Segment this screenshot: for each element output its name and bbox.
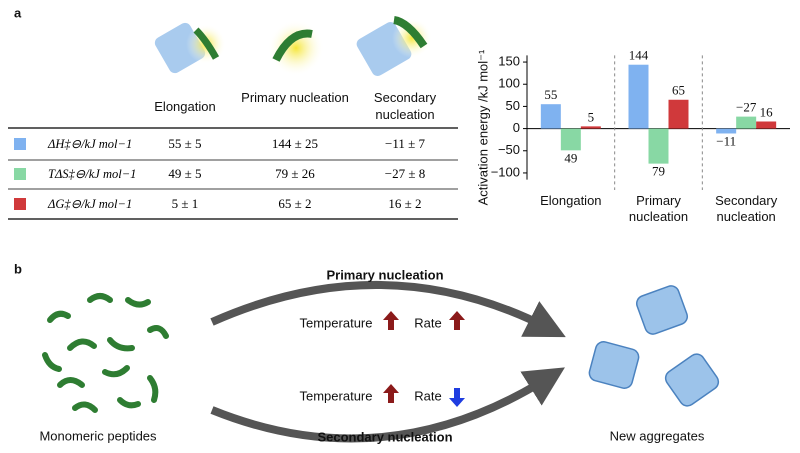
table-cell: 55 ± 5 (168, 136, 202, 151)
row-label: TΔS‡⊖/kJ mol−1 (48, 167, 137, 181)
aggregates (588, 285, 720, 407)
row-label: ΔG‡⊖/kJ mol−1 (48, 197, 133, 211)
legend-swatch (14, 168, 26, 180)
pathway-label: Primary nucleation (326, 267, 443, 282)
panel-label: a (14, 5, 22, 20)
row-label: ΔH‡⊖/kJ mol−1 (48, 137, 133, 151)
y-tick-label: 0 (513, 120, 520, 135)
caption: Monomeric peptides (39, 428, 157, 443)
bar-chart: −100 −50 0 50 100 150 Activation energy /kJ mo… (475, 48, 790, 205)
table-cell: 5 ± 1 (171, 196, 199, 211)
monomers (42, 293, 169, 413)
legend-swatch (14, 198, 26, 210)
up-arrow (383, 384, 399, 403)
x-tick-label: Primary nucleation (628, 193, 689, 224)
column-header: Elongation (154, 99, 216, 114)
response-label: Rate (414, 315, 441, 330)
value-label: 5 (588, 109, 595, 124)
table-cell: −27 ± 8 (384, 166, 426, 181)
bar (560, 128, 581, 151)
column-header: Primary nucleation (241, 90, 349, 105)
up-arrow (449, 311, 465, 330)
value-label: 49 (564, 150, 577, 165)
table-cell: 16 ± 2 (388, 196, 422, 211)
table-cell: 79 ± 26 (275, 166, 315, 181)
table-cell: 65 ± 2 (278, 196, 312, 211)
illustration (154, 16, 432, 76)
response-label: Rate (414, 388, 441, 403)
pathway-label: Secondary nucleation (317, 429, 452, 444)
y-tick-label: −100 (491, 164, 520, 179)
y-tick-label: 100 (498, 76, 520, 91)
value-label: 55 (544, 87, 557, 102)
y-tick-label: 150 (498, 53, 520, 68)
value-label: 65 (672, 83, 685, 98)
bar (668, 99, 689, 129)
down-arrow (449, 388, 465, 407)
value-label: −11 (716, 133, 736, 148)
bar (580, 126, 601, 129)
value-label: −27 (736, 100, 757, 115)
x-tick-label: Elongation (540, 193, 602, 208)
panel-label: b (14, 261, 22, 276)
x-tick-label: Secondary nucleation (715, 193, 778, 224)
bar (648, 128, 669, 164)
arrow (210, 367, 565, 443)
y-tick-label: −50 (498, 142, 520, 157)
table-cell: −11 ± 7 (385, 136, 425, 151)
bar (716, 128, 737, 134)
arrow (210, 280, 566, 338)
y-tick-label: 50 (506, 98, 520, 113)
caption: New aggregates (610, 428, 705, 443)
factor-label: Temperature (300, 315, 373, 330)
value-label: 79 (652, 164, 665, 179)
column-header: Secondary nucleation (373, 90, 437, 122)
table-cell: 49 ± 5 (168, 166, 202, 181)
bar (756, 121, 777, 129)
value-label: 16 (760, 104, 774, 119)
factor-label: Temperature (300, 388, 373, 403)
bar (736, 116, 757, 129)
y-axis-label: Activation energy /kJ mol⁻¹ (475, 49, 490, 205)
up-arrow (383, 311, 399, 330)
table-cell: 144 ± 25 (271, 136, 319, 151)
value-label: 144 (629, 48, 649, 63)
bar (628, 64, 649, 129)
bar (540, 104, 561, 129)
legend-swatch (14, 138, 26, 150)
